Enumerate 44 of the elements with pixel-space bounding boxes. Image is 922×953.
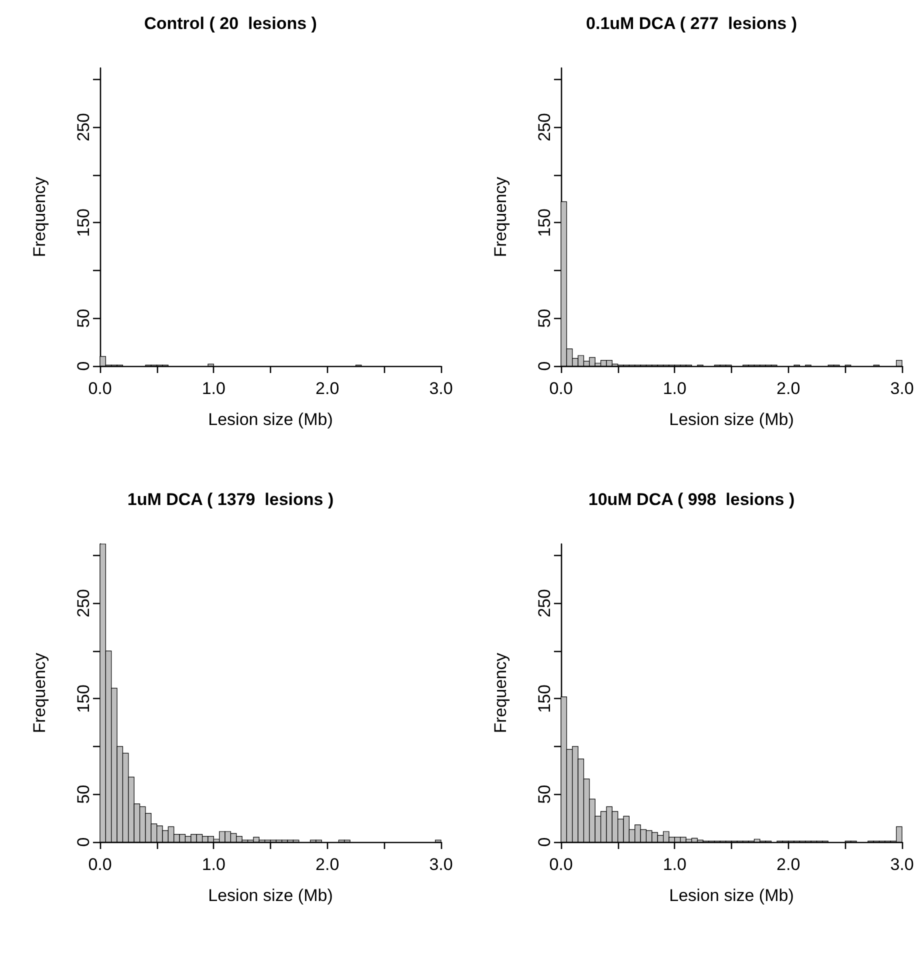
x-tick-label: 0.0 (88, 855, 112, 874)
y-tick-label: 150 (74, 684, 93, 713)
y-tick-label: 250 (74, 113, 93, 142)
x-tick-label: 1.0 (202, 379, 226, 398)
y-tick-label: 250 (74, 589, 93, 618)
y-tick-label: 150 (74, 208, 93, 237)
y-tick-label: 0 (74, 361, 93, 371)
x-tick-label: 1.0 (662, 855, 686, 874)
x-tick-label: 3.0 (429, 855, 453, 874)
y-tick-label: 50 (74, 784, 93, 804)
y-tick-label: 0 (535, 361, 554, 371)
y-tick-label: 250 (535, 589, 554, 618)
y-tick-label: 50 (535, 784, 554, 804)
x-tick-label: 3.0 (429, 379, 453, 398)
x-tick-label: 3.0 (890, 855, 914, 874)
chart-title: 0.1uM DCA ( 277 lesions ) (586, 14, 797, 33)
x-axis-title: Lesion size (Mb) (669, 410, 794, 429)
y-tick-label: 150 (535, 208, 554, 237)
x-axis-title: Lesion size (Mb) (208, 410, 333, 429)
x-tick-label: 0.0 (88, 379, 112, 398)
x-tick-label: 0.0 (549, 855, 573, 874)
x-axis-title: Lesion size (Mb) (208, 886, 333, 905)
x-tick-label: 2.0 (776, 379, 800, 398)
chart-title: 1uM DCA ( 1379 lesions ) (127, 490, 334, 509)
x-tick-label: 3.0 (890, 379, 914, 398)
y-axis-title: Frequency (491, 652, 510, 734)
y-axis-title: Frequency (491, 176, 510, 258)
chart-title: 10uM DCA ( 998 lesions ) (588, 490, 795, 509)
x-tick-label: 1.0 (662, 379, 686, 398)
x-axis-title: Lesion size (Mb) (669, 886, 794, 905)
y-tick-label: 250 (535, 113, 554, 142)
y-tick-label: 150 (535, 684, 554, 713)
x-tick-label: 0.0 (549, 379, 573, 398)
y-tick-label: 50 (74, 308, 93, 328)
x-tick-label: 2.0 (316, 379, 340, 398)
x-tick-label: 1.0 (202, 855, 226, 874)
chart-title: Control ( 20 lesions ) (144, 14, 317, 33)
y-axis-title: Frequency (30, 652, 49, 734)
y-tick-label: 0 (535, 837, 554, 847)
x-tick-label: 2.0 (316, 855, 340, 874)
y-tick-label: 0 (74, 837, 93, 847)
y-tick-label: 50 (535, 308, 554, 328)
x-tick-label: 2.0 (776, 855, 800, 874)
y-axis-title: Frequency (30, 176, 49, 258)
